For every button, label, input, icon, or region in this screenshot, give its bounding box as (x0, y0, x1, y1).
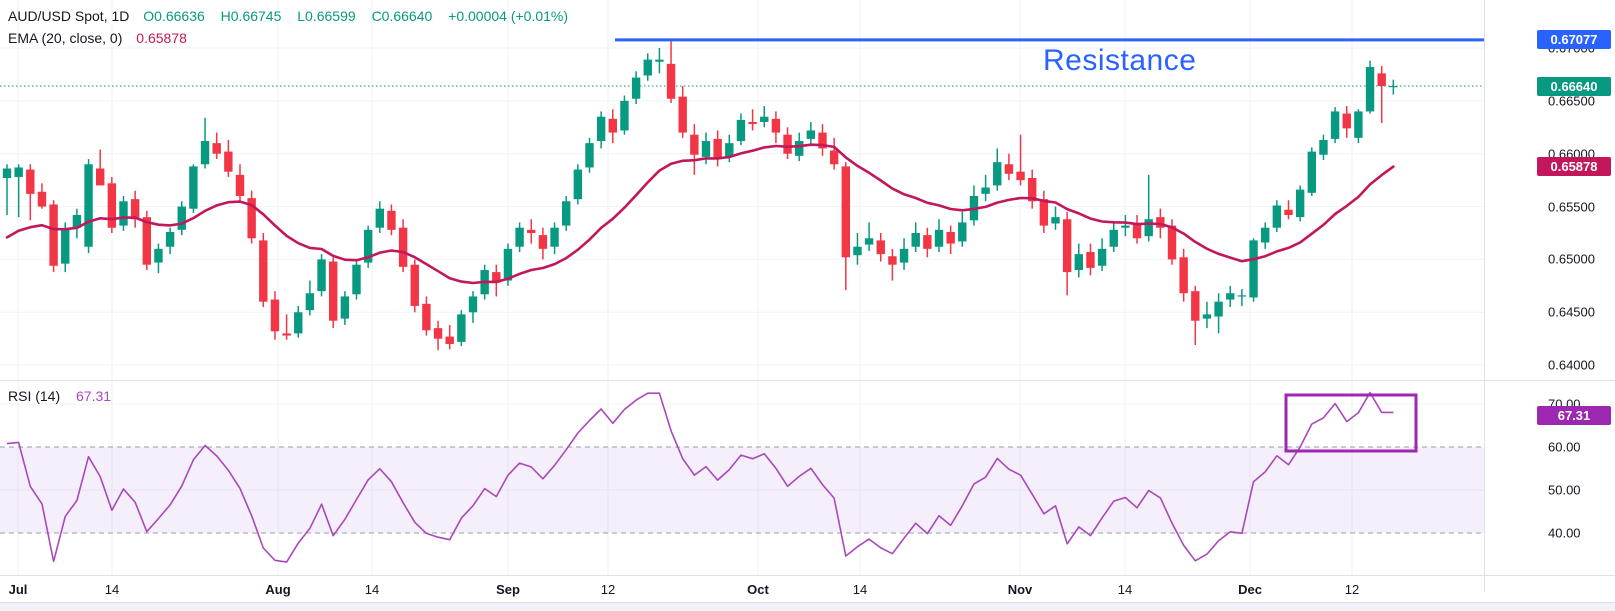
rsi-indicator-label: RSI (14) (8, 388, 61, 404)
price-axis-label: 0.64500 (1548, 304, 1595, 320)
rsi-highlight-box[interactable] (1284, 393, 1418, 453)
candlestick-series (0, 39, 1484, 351)
bottom-toolbar-strip (0, 602, 1615, 611)
time-axis-label: 12 (600, 582, 616, 597)
time-axis-label: 14 (852, 582, 868, 597)
time-axis-label: Dec (1238, 582, 1262, 597)
rsi-axis-label: 40.00 (1548, 525, 1581, 541)
price-axis-separator (1484, 0, 1485, 592)
panel-divider-rsi[interactable] (0, 380, 1615, 381)
rsi-axis-label: 50.00 (1548, 482, 1581, 498)
overlays (5, 38, 1484, 563)
time-axis-label: Aug (265, 582, 291, 597)
time-axis-label: Nov (1007, 582, 1033, 597)
time-axis-label: 12 (1344, 582, 1360, 597)
symbol-title: AUD/USD Spot, 1D (8, 8, 130, 24)
time-axis-separator (0, 575, 1615, 576)
last-price-badge: 0.66640 (1537, 76, 1611, 96)
ohlc-high: H0.66745 (220, 8, 282, 24)
price-axis-label: 0.65500 (1548, 199, 1595, 215)
price-axis-label: 0.66500 (1548, 93, 1595, 109)
price-axis-label: 0.64000 (1548, 357, 1595, 373)
gridlines (0, 0, 1484, 575)
ema-line[interactable] (5, 143, 1395, 285)
rsi-line[interactable] (6, 391, 1394, 563)
resistance-annotation-label[interactable]: Resistance (1043, 44, 1197, 77)
time-axis-label: 14 (104, 582, 120, 597)
rsi-legend-row[interactable]: RSI (14) 67.31 (8, 387, 111, 405)
time-axis-label: Sep (496, 582, 520, 597)
symbol-legend-row[interactable]: AUD/USD Spot, 1D O0.66636 H0.66745 L0.66… (8, 6, 580, 26)
rsi-value-badge: 67.31 (1537, 406, 1611, 426)
time-axis-label: Oct (747, 582, 769, 597)
rsi-band (0, 446, 1484, 534)
resistance-price-badge: 0.67077 (1537, 30, 1611, 50)
ema-indicator-label: EMA (20, close, 0) (8, 30, 123, 46)
ohlc-low: L0.66599 (297, 8, 356, 24)
ema-legend-row[interactable]: EMA (20, close, 0) 0.65878 (8, 28, 187, 48)
rsi-axis-label: 60.00 (1548, 439, 1581, 455)
ema-indicator-value: 0.65878 (136, 30, 187, 46)
rsi-indicator-value: 67.31 (76, 388, 112, 404)
price-axis-label: 0.65000 (1548, 251, 1595, 267)
price-change: +0.00004 (+0.01%) (448, 8, 569, 24)
time-axis-label: 14 (364, 582, 380, 597)
ohlc-open: O0.66636 (143, 8, 205, 24)
ema-value-badge: 0.65878 (1537, 157, 1611, 177)
ohlc-close: C0.66640 (371, 8, 433, 24)
time-axis-label: 14 (1117, 582, 1133, 597)
time-axis-label: Jul (8, 582, 28, 597)
